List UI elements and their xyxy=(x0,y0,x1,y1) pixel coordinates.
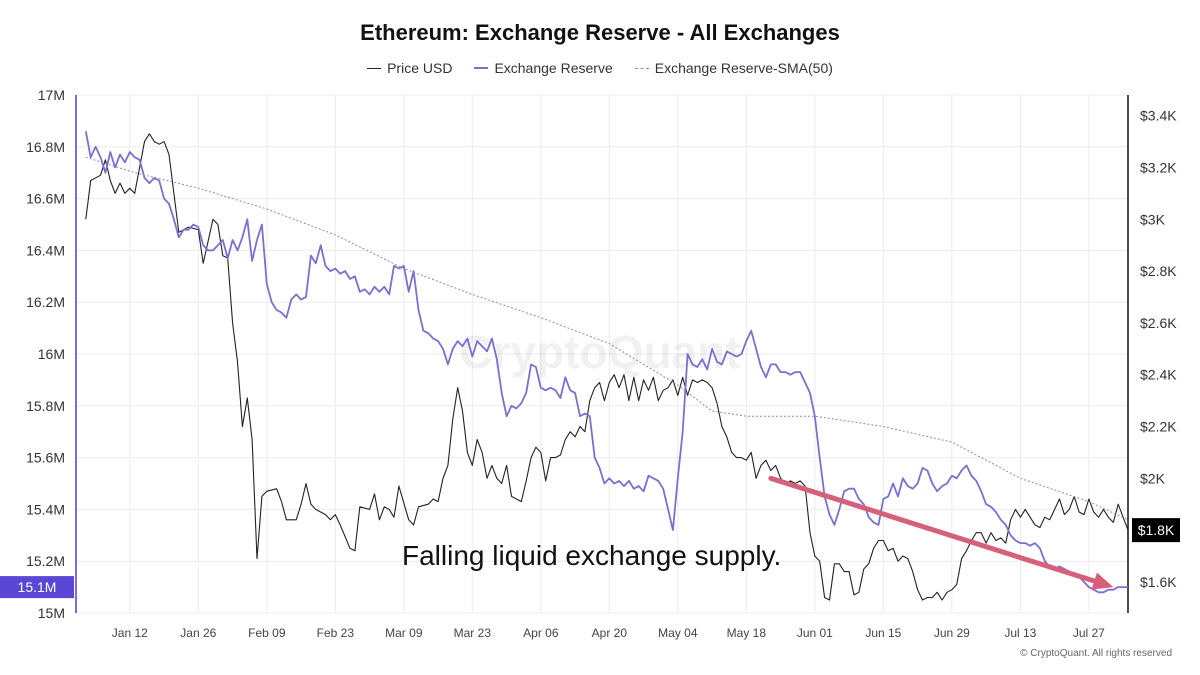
legend-swatch-price xyxy=(367,67,382,69)
x-tick-label: May 18 xyxy=(727,626,767,640)
watermark: CryptoQuant xyxy=(459,326,740,378)
y-left-tick-label: 16M xyxy=(38,346,65,362)
y-left-tick-label: 16.2M xyxy=(26,294,65,310)
y-right-tick-label: $1.6K xyxy=(1140,574,1177,590)
y-right-tick-label: $3K xyxy=(1140,211,1166,227)
value-badges: 15.1M $1.8K xyxy=(0,518,1180,599)
y-left-tick-label: 15.8M xyxy=(26,398,65,414)
x-tick-label: Jun 01 xyxy=(797,626,833,640)
x-tick-label: Feb 09 xyxy=(248,626,286,640)
series xyxy=(84,131,1129,601)
trend-arrow-head xyxy=(1091,572,1114,590)
y-left-tick-label: 15M xyxy=(38,605,65,621)
y-right-tick-label: $2.4K xyxy=(1140,367,1177,383)
legend-swatch-sma xyxy=(634,67,649,69)
chart-title: Ethereum: Exchange Reserve - All Exchang… xyxy=(360,20,840,45)
left-value-badge-label: 15.1M xyxy=(18,579,57,595)
y-right-tick-label: $3.2K xyxy=(1140,160,1177,176)
trend-arrow xyxy=(768,475,1114,590)
legend-item-price[interactable]: Price USD xyxy=(367,60,452,76)
x-tick-label: Mar 09 xyxy=(385,626,423,640)
legend-swatch-reserve xyxy=(474,67,489,69)
series-line-exchange-reserve xyxy=(84,131,1128,594)
legend-label-price: Price USD xyxy=(387,60,453,76)
x-tick-label: Jul 27 xyxy=(1073,626,1105,640)
left-value-badge xyxy=(0,576,74,599)
y-left-tick-label: 15.2M xyxy=(26,553,65,569)
y-left-tick-label: 17M xyxy=(38,87,65,103)
copyright-text: © CryptoQuant. All rights reserved xyxy=(1020,648,1172,659)
trend-arrow-shaft xyxy=(768,475,1097,584)
x-tick-label: May 04 xyxy=(658,626,698,640)
x-tick-label: Jan 12 xyxy=(112,626,148,640)
y-right-tick-label: $2K xyxy=(1140,470,1166,486)
y-left-tick-label: 15.6M xyxy=(26,450,65,466)
x-tick-label: Apr 06 xyxy=(523,626,559,640)
x-tick-label: Jan 26 xyxy=(180,626,216,640)
y-right-tick-label: $3.4K xyxy=(1140,108,1177,124)
x-tick-label: Feb 23 xyxy=(317,626,355,640)
y-right-tick-label: $2.2K xyxy=(1140,419,1177,435)
right-value-badge xyxy=(1132,518,1180,543)
legend-label-reserve: Exchange Reserve xyxy=(494,60,613,76)
right-value-badge-label: $1.8K xyxy=(1138,522,1175,538)
legend-label-sma: Exchange Reserve-SMA(50) xyxy=(654,60,833,76)
y-left-tick-label: 16.8M xyxy=(26,139,65,155)
grid xyxy=(76,94,1128,614)
y-right-tick-label: $2.6K xyxy=(1140,315,1177,331)
x-tick-label: Jul 13 xyxy=(1004,626,1036,640)
x-tick-label: Mar 23 xyxy=(454,626,492,640)
axes: 15M 15.2M 15.4M 15.6M 15.8M 16M 16.2M 16.4M 16.6… xyxy=(26,87,1177,640)
series-line-sma xyxy=(85,156,1129,521)
y-right-tick-label: $2.8K xyxy=(1140,263,1177,279)
x-tick-label: Apr 20 xyxy=(592,626,628,640)
x-tick-label: Jun 15 xyxy=(865,626,901,640)
legend-item-sma[interactable]: Exchange Reserve-SMA(50) xyxy=(634,60,833,76)
series-line-price xyxy=(85,133,1129,601)
annotation-text: Falling liquid exchange supply. xyxy=(402,540,781,571)
x-tick-label: Jun 29 xyxy=(934,626,970,640)
legend-item-reserve[interactable]: Exchange Reserve xyxy=(474,60,613,76)
legend: Price USD Exchange Reserve Exchange Rese… xyxy=(0,60,1200,76)
y-left-tick-label: 16.6M xyxy=(26,191,65,207)
y-left-tick-label: 16.4M xyxy=(26,242,65,258)
y-left-tick-label: 15.4M xyxy=(26,501,65,517)
